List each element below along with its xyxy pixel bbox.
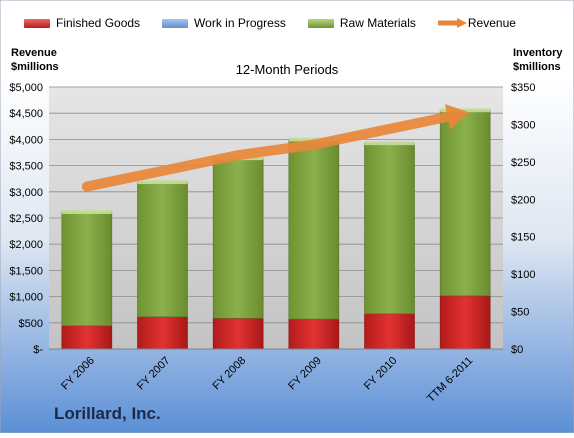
bar-top-cap <box>137 180 188 185</box>
bar-top-cap <box>440 108 491 113</box>
bar-top-cap <box>288 137 339 142</box>
legend-label-raw-materials: Raw Materials <box>339 16 416 30</box>
bar-raw-materials <box>137 181 188 318</box>
bar-raw-materials <box>288 139 340 320</box>
left-tick-label: $4,500 <box>9 108 43 120</box>
legend-label-revenue: Revenue <box>467 16 516 30</box>
right-tick-label: $200 <box>511 194 535 206</box>
bar-raw-materials <box>61 211 113 327</box>
left-axis-title: Revenue $millions <box>11 46 59 74</box>
chart-subtitle: 12-Month Periods <box>235 62 339 77</box>
right-axis-ticks: $0 $50 $100 $150 $200 $250 $300 $350 <box>511 82 535 356</box>
legend-finished-goods: Finished Goods <box>24 16 140 30</box>
bar-finished-goods <box>288 318 340 350</box>
bar-finished-goods <box>364 313 415 350</box>
legend-revenue: Revenue <box>437 16 516 30</box>
bar-raw-materials <box>364 142 415 315</box>
right-tick-label: $100 <box>511 269 535 281</box>
left-tick-label: $2,500 <box>9 213 43 225</box>
legend-label-finished-goods: Finished Goods <box>56 16 141 30</box>
bar-finished-goods <box>212 318 264 350</box>
bar-finished-goods <box>61 325 113 350</box>
bar-finished-goods <box>137 316 188 350</box>
legend-label-work-in-progress: Work in Progress <box>194 16 286 30</box>
gridlines <box>49 86 503 324</box>
right-tick-label: $250 <box>511 157 535 169</box>
bar-raw-materials <box>439 109 491 297</box>
right-axis-title: Inventory $millions <box>513 46 563 74</box>
revenue-line <box>81 111 453 192</box>
bar-group <box>61 108 491 350</box>
left-axis-ticks: $- $500 $1,000 $1,500 $2,000 $2,500 $3,000 $3,5… <box>9 82 43 356</box>
legend-swatch-finished-goods <box>24 18 50 28</box>
legend-swatch-revenue <box>437 18 467 28</box>
right-axis-title-line2: $millions <box>513 61 561 73</box>
legend-swatch-work-in-progress <box>162 18 189 28</box>
left-axis-title-line1: Revenue <box>11 47 57 59</box>
left-tick-label: $500 <box>19 318 43 330</box>
bar-raw-materials <box>212 157 264 319</box>
left-axis-title-line2: $millions <box>11 61 59 73</box>
left-tick-label: $3,500 <box>9 161 43 173</box>
right-tick-label: $300 <box>511 119 535 131</box>
right-axis-title-line1: Inventory <box>513 47 563 59</box>
company-name: Lorillard, Inc. <box>54 404 161 423</box>
left-tick-label: $- <box>33 344 43 356</box>
left-tick-label: $1,500 <box>9 265 43 277</box>
legend: Finished Goods Work in Progress Raw Mate… <box>24 16 538 30</box>
bar-finished-goods <box>439 295 491 350</box>
revenue-series <box>81 104 470 192</box>
bar-top-cap <box>61 210 112 215</box>
left-tick-label: $4,000 <box>9 134 43 146</box>
legend-swatch-raw-materials <box>307 18 334 28</box>
legend-raw-materials: Raw Materials <box>307 16 416 30</box>
legend-work-in-progress: Work in Progress <box>162 16 286 30</box>
bar-top-cap <box>364 141 415 146</box>
left-tick-label: $1,000 <box>9 292 43 304</box>
right-tick-label: $350 <box>511 82 535 94</box>
right-tick-label: $0 <box>511 344 523 356</box>
left-tick-label: $5,000 <box>9 82 43 94</box>
right-tick-label: $150 <box>511 232 535 244</box>
left-tick-label: $3,000 <box>9 187 43 199</box>
right-tick-label: $50 <box>511 307 529 319</box>
revenue-arrowhead <box>444 104 470 130</box>
left-tick-label: $2,000 <box>9 239 43 251</box>
